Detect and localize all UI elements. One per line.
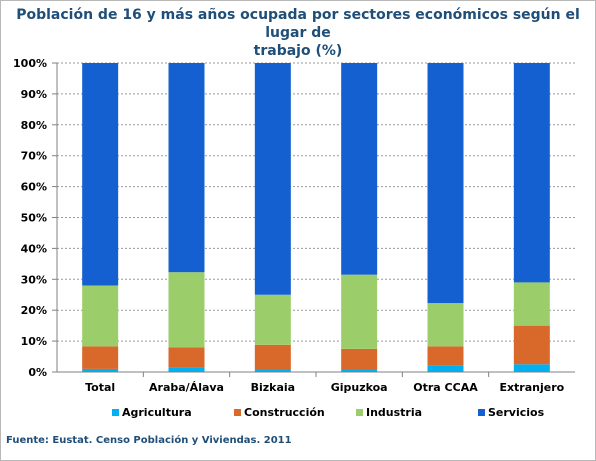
bar-segment-industria xyxy=(254,294,291,345)
x-tick-label: Total xyxy=(85,381,115,394)
legend-label: Servicios xyxy=(488,406,545,419)
bar-segment-agricultura xyxy=(341,369,378,372)
bar-segment-servicios xyxy=(341,63,378,275)
bar-segment-construccin xyxy=(168,347,205,368)
bar-segment-construccin xyxy=(341,348,378,370)
x-tick-label: Gipuzkoa xyxy=(331,381,388,394)
source-note: Fuente: Eustat. Censo Población y Vivien… xyxy=(6,435,292,446)
y-tick-label: 10% xyxy=(21,335,47,348)
bar-segment-servicios xyxy=(513,63,550,283)
axis-layer: 0% 10% 20% 30% 40% 50% 60% 70% 80% 90% 100% Total Ar… xyxy=(13,57,575,394)
legend-swatch xyxy=(234,409,241,416)
y-tick-label: 40% xyxy=(21,242,47,255)
legend-label: Agricultura xyxy=(122,406,192,419)
bar-segment-construccin xyxy=(254,344,291,370)
bar-segment-industria xyxy=(341,274,378,349)
y-tick-label: 80% xyxy=(21,119,47,132)
bar-segment-servicios xyxy=(168,63,205,273)
y-tick-label: 30% xyxy=(21,273,47,286)
chart-title: Población de 16 y más años ocupada por s… xyxy=(16,7,580,59)
x-tick-label: Otra CCAA xyxy=(413,381,478,394)
bar-segment-construccin xyxy=(82,346,119,369)
bar-segment-agricultura xyxy=(82,368,119,372)
y-tick-label: 70% xyxy=(21,150,47,163)
y-tick-label: 50% xyxy=(21,212,47,225)
y-tick-label: 20% xyxy=(21,304,47,317)
bar-segment-agricultura xyxy=(168,367,205,372)
bar-segment-industria xyxy=(82,285,119,347)
bar-segment-industria xyxy=(168,272,205,348)
bar-segment-construccin xyxy=(513,325,550,365)
legend-swatch xyxy=(478,409,485,416)
legend-swatch xyxy=(112,409,119,416)
bar-segment-industria xyxy=(513,282,550,326)
y-tick-label: 0% xyxy=(28,366,47,379)
legend-swatch xyxy=(356,409,363,416)
bar-segment-servicios xyxy=(82,63,119,286)
grid-layer xyxy=(57,62,575,342)
bars-layer xyxy=(82,63,550,372)
y-tick-label: 90% xyxy=(21,88,47,101)
bar-segment-servicios xyxy=(254,63,291,295)
x-tick-label: Araba/Álava xyxy=(149,381,224,394)
x-tick-label: Bizkaia xyxy=(251,381,296,394)
bar-segment-industria xyxy=(427,303,464,347)
bar-segment-agricultura xyxy=(513,364,550,372)
y-tick-label: 60% xyxy=(21,181,47,194)
legend-label: Construcción xyxy=(244,406,325,419)
y-tick-label: 100% xyxy=(13,57,47,70)
bar-segment-agricultura xyxy=(254,369,291,372)
legend-label: Industria xyxy=(366,406,422,419)
x-tick-label: Extranjero xyxy=(499,381,564,394)
bar-segment-servicios xyxy=(427,63,464,304)
bar-segment-agricultura xyxy=(427,365,464,372)
legend: Agricultura Construcción Industria Servicio… xyxy=(112,406,545,419)
bar-segment-construccin xyxy=(427,346,464,366)
